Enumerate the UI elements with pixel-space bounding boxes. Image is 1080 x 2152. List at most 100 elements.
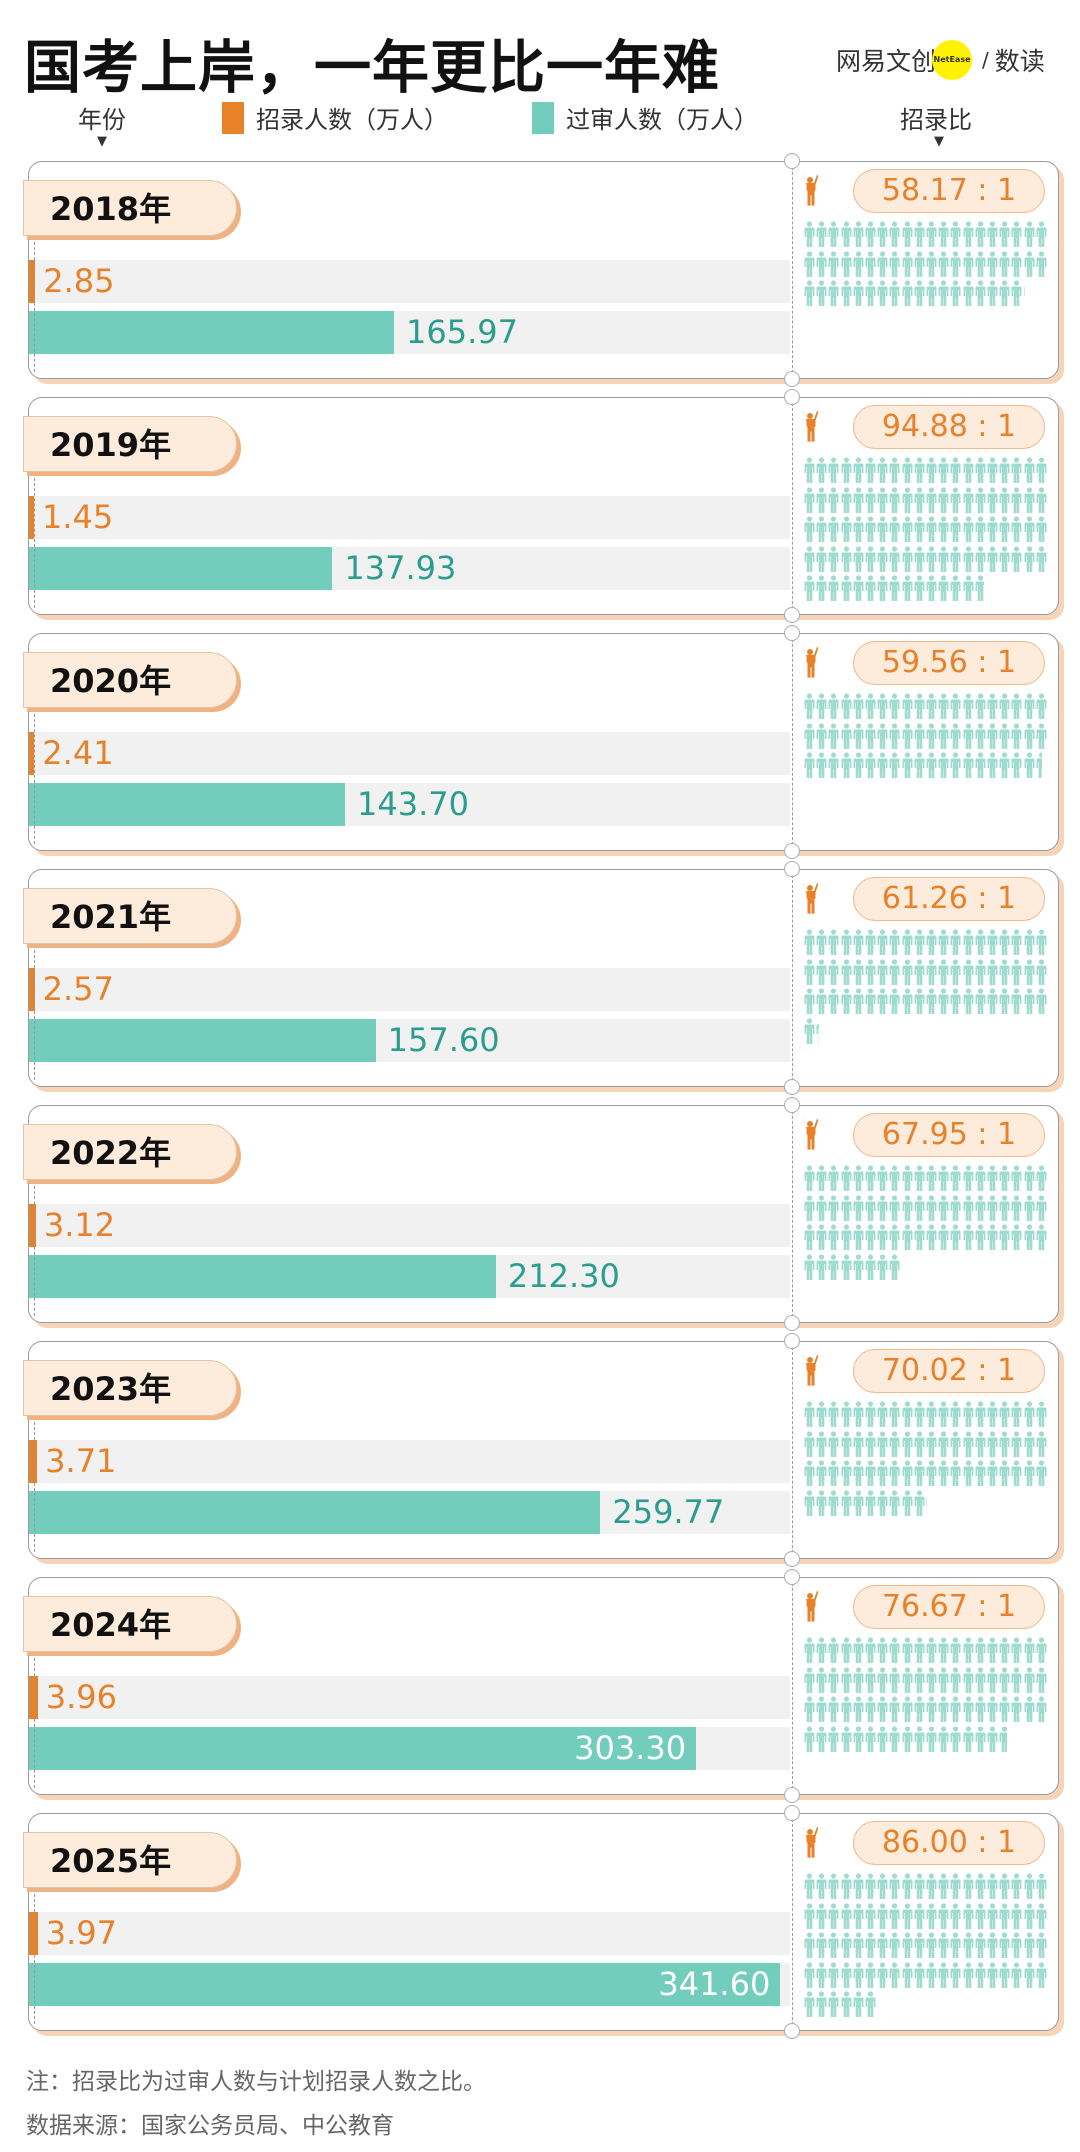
person-icon (816, 1194, 827, 1222)
person-icon (804, 1165, 815, 1192)
person-icon (975, 1961, 986, 1989)
person-icon (889, 1961, 900, 1989)
person-icon (914, 988, 925, 1015)
person-icon (938, 1460, 949, 1487)
person-icon (902, 1489, 913, 1517)
person-icon (804, 1401, 815, 1428)
person-icon (1011, 1430, 1022, 1458)
person-icon (816, 1902, 827, 1930)
notch (784, 1787, 800, 1803)
person-icon (865, 1253, 876, 1281)
person-icon (841, 752, 852, 779)
person-icon (877, 1253, 888, 1281)
person-icon (889, 280, 900, 307)
person-icon (975, 1165, 986, 1192)
person-icon (902, 1165, 913, 1192)
person-icon (914, 1873, 925, 1900)
person-icon (816, 1253, 827, 1281)
person-icon (816, 1460, 827, 1487)
person-icon (1036, 221, 1047, 248)
person-icon (950, 929, 961, 956)
person-icon (902, 1696, 913, 1723)
person-icon (914, 1489, 925, 1517)
person-icon (865, 1666, 876, 1694)
person-icon (828, 722, 839, 750)
hires-value: 3.71 (45, 1442, 117, 1480)
person-icon (1011, 988, 1022, 1015)
divider (792, 398, 793, 614)
person-icon (1024, 250, 1035, 278)
person-icon (1011, 722, 1022, 750)
person-icon (987, 1637, 998, 1664)
person-icon (816, 1489, 827, 1517)
person-icon (926, 1637, 937, 1664)
person-icon (926, 250, 937, 278)
person-icon (938, 929, 949, 956)
person-icon (1011, 1696, 1022, 1723)
person-icon (938, 752, 949, 779)
person-icon (804, 221, 815, 248)
person-icon (841, 280, 852, 307)
person-icon (1036, 1401, 1047, 1428)
person-icon (889, 1253, 900, 1281)
person-icon (853, 1253, 864, 1281)
person-icon (816, 1165, 827, 1192)
person-icon (865, 722, 876, 750)
person-icon (926, 929, 937, 956)
year-card: 2022年 3.12 212.30 67.95 : 1 (23, 1097, 1059, 1331)
person-icon (889, 988, 900, 1015)
person-icon (865, 693, 876, 720)
person-icon (865, 1961, 876, 1989)
person-icon (950, 693, 961, 720)
person-icon (963, 1430, 974, 1458)
person-icon (963, 1873, 974, 1900)
person-icon (975, 958, 986, 986)
person-icon (853, 1666, 864, 1694)
person-icon (999, 1961, 1010, 1989)
person-icon (926, 545, 937, 573)
person-icon (889, 250, 900, 278)
hires-track: 3.12 (29, 1204, 790, 1247)
person-icon (816, 752, 827, 779)
person-icon (853, 929, 864, 956)
person-icon (914, 280, 925, 307)
person-icon (877, 958, 888, 986)
person-icon (853, 1460, 864, 1487)
person-icon (987, 221, 998, 248)
person-icon (987, 958, 998, 986)
person-icon (950, 958, 961, 986)
person-icon (1011, 958, 1022, 986)
hires-track: 3.97 (29, 1912, 790, 1955)
person-icon (865, 1460, 876, 1487)
person-icon (1036, 1696, 1047, 1723)
person-icon (853, 1637, 864, 1664)
person-icon (804, 958, 815, 986)
person-icon (914, 516, 925, 543)
person-icon (877, 1932, 888, 1959)
notch (784, 1079, 800, 1095)
person-icon (999, 752, 1010, 779)
person-icon (853, 1430, 864, 1458)
person-icon (950, 545, 961, 573)
person-icon (950, 1401, 961, 1428)
person-icon (853, 988, 864, 1015)
person-icon (1036, 1194, 1047, 1222)
person-icon (877, 752, 888, 779)
person-icon (804, 1430, 815, 1458)
person-icon (938, 1666, 949, 1694)
person-icon (816, 545, 827, 573)
person-icon (804, 1489, 815, 1517)
person-icon (816, 1018, 820, 1045)
person-icon (804, 988, 815, 1015)
person-icon (914, 1165, 925, 1192)
person-raising-arms-icon (802, 1118, 819, 1154)
year-card: 2019年 1.45 137.93 94.88 : 1 (23, 389, 1059, 623)
year-label: 2023年 (23, 1360, 237, 1416)
applicants-value: 157.60 (387, 1021, 500, 1059)
person-icon (914, 1224, 925, 1251)
person-icon (975, 516, 986, 543)
hires-bar (29, 1676, 38, 1719)
hires-value: 2.41 (42, 734, 114, 772)
legend-hires: 招录人数（万人） (222, 100, 448, 135)
person-icon (865, 1696, 876, 1723)
